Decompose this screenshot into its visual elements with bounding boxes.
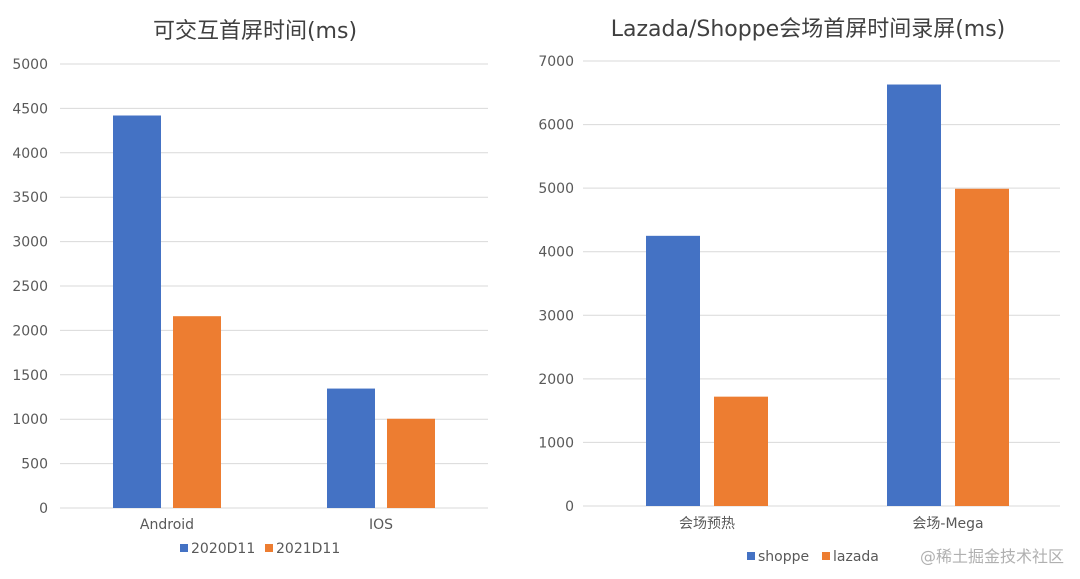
y-tick-label: 2500 [12, 279, 48, 295]
y-tick-label: 1000 [12, 412, 48, 428]
chart-title: Lazada/Shoppe会场首屏时间录屏(ms) [611, 17, 1006, 42]
legend-swatch [747, 552, 755, 560]
x-category-label: IOS [369, 517, 393, 533]
chart-left: 可交互首屏时间(ms) 0 500 1000 1500 2000 2500 3000 3500 4… [12, 19, 488, 557]
legend-swatch [180, 544, 188, 552]
legend-label: 2020D11 [191, 541, 255, 557]
chart-right: Lazada/Shoppe会场首屏时间录屏(ms) 0 1000 2000 3000 40… [538, 17, 1060, 565]
legend-swatch [265, 544, 273, 552]
y-tick-label: 2000 [12, 323, 48, 339]
y-tick-label: 7000 [538, 54, 574, 70]
bar-shoppe-0 [646, 235, 700, 507]
y-tick-label: 1500 [12, 368, 48, 384]
y-tick-label: 3500 [12, 190, 48, 206]
y-tick-label: 2000 [538, 372, 574, 388]
y-tick-label: 3000 [12, 235, 48, 251]
x-category-label: 会场-Mega [912, 516, 983, 532]
legend-swatch [822, 552, 830, 560]
y-tick-label: 6000 [538, 118, 574, 134]
legend-label: lazada [833, 549, 879, 565]
bar-2020D11-0 [113, 115, 161, 508]
bar-lazada-0 [714, 396, 768, 506]
bar-2021D11-1 [387, 418, 435, 508]
y-tick-label: 0 [565, 499, 574, 515]
y-tick-label: 4000 [538, 245, 574, 261]
y-tick-label: 5000 [538, 181, 574, 197]
y-tick-label: 5000 [12, 57, 48, 73]
y-tick-label: 0 [39, 501, 48, 517]
y-tick-label: 500 [21, 457, 48, 473]
y-tick-label: 3000 [538, 308, 574, 324]
bar-2021D11-0 [173, 316, 221, 508]
chart-title: 可交互首屏时间(ms) [153, 19, 357, 44]
bar-lazada-1 [955, 188, 1009, 506]
bar-2020D11-1 [327, 388, 375, 508]
y-tick-label: 4000 [12, 146, 48, 162]
bar-shoppe-1 [887, 84, 941, 507]
y-tick-label: 4500 [12, 101, 48, 117]
x-category-label: Android [140, 517, 194, 533]
y-tick-label: 1000 [538, 435, 574, 451]
watermark-text: @稀土掘金技术社区 [919, 547, 1064, 566]
legend-label: shoppe [758, 549, 809, 565]
x-category-label: 会场预热 [679, 516, 735, 532]
legend-label: 2021D11 [276, 541, 340, 557]
